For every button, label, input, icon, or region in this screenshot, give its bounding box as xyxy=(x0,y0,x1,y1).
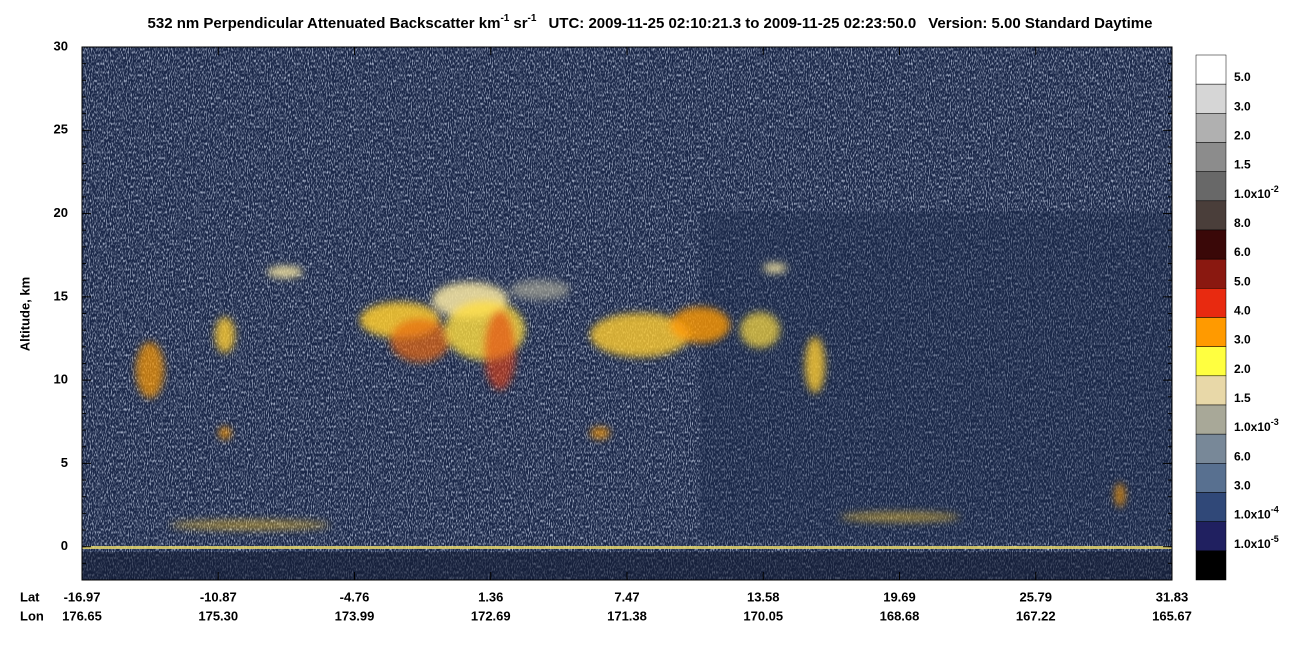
colorbar-label: 1.0x10-5 xyxy=(1234,534,1279,551)
x-row-label: Lat xyxy=(20,589,40,604)
title-version: Version: 5.00 Standard Daytime xyxy=(928,15,1152,32)
colorbar-label-text: 1.0x10 xyxy=(1234,508,1271,522)
x-tick-label: 168.68 xyxy=(880,608,920,623)
x-tick-label: -16.97 xyxy=(64,589,101,604)
colorbar-label: 6.0 xyxy=(1234,450,1251,464)
x-tick-label: 175.30 xyxy=(198,608,238,623)
title-text: 532 nm Perpendicular Attenuated Backscat… xyxy=(148,15,501,32)
colorbar-label-text: 2.0 xyxy=(1234,129,1251,143)
x-tick-label: 173.99 xyxy=(335,608,375,623)
colorbar-label: 1.0x10-4 xyxy=(1234,505,1279,522)
y-tick-label: 30 xyxy=(54,38,68,53)
y-tick-label: 20 xyxy=(54,205,68,220)
colorbar-swatch xyxy=(1195,375,1227,406)
colorbar-swatch xyxy=(1195,346,1227,377)
colorbar-label-text: 5.0 xyxy=(1234,70,1251,84)
colorbar-swatch xyxy=(1195,433,1227,464)
title-sup: -1 xyxy=(528,13,537,24)
colorbar-swatch xyxy=(1195,521,1227,552)
colorbar-label: 6.0 xyxy=(1234,245,1251,259)
title-sup: -1 xyxy=(500,13,509,24)
x-tick-label: -4.76 xyxy=(340,589,370,604)
colorbar-label: 3.0 xyxy=(1234,100,1251,114)
colorbar-swatch xyxy=(1195,317,1227,347)
y-axis-label: Altitude, km xyxy=(17,277,32,351)
colorbar-label-text: 3.0 xyxy=(1234,100,1251,114)
colorbar-label-exp: -2 xyxy=(1271,184,1279,194)
colorbar-label: 1.0x10-3 xyxy=(1234,418,1279,435)
colorbar-label-text: 1.0x10 xyxy=(1234,420,1271,434)
noise xyxy=(82,47,1172,580)
colorbar-label-text: 3.0 xyxy=(1234,479,1251,493)
y-tick-label: 5 xyxy=(61,455,68,470)
x-tick-label: 1.36 xyxy=(478,589,503,604)
chart-title: 532 nm Perpendicular Attenuated Backscat… xyxy=(148,13,1153,32)
x-tick-label: 170.05 xyxy=(743,608,783,623)
x-tick-label: 165.67 xyxy=(1152,608,1192,623)
surface xyxy=(82,546,1172,549)
colorbar-swatch xyxy=(1195,171,1227,202)
colorbar-swatch xyxy=(1195,142,1227,172)
colorbar-swatch xyxy=(1195,550,1227,581)
x-tick-label: 25.79 xyxy=(1019,589,1052,604)
colorbar-label: 1.5 xyxy=(1234,391,1251,405)
x-tick-label: 7.47 xyxy=(614,589,639,604)
y-tick-label: 25 xyxy=(54,122,68,137)
y-tick-label: 0 xyxy=(61,538,68,553)
title-unit: sr xyxy=(513,15,527,32)
title-utc: UTC: 2009-11-25 02:10:21.3 to 2009-11-25… xyxy=(548,15,916,32)
colorbar-label-exp: -3 xyxy=(1271,418,1279,428)
colorbar-label: 3.0 xyxy=(1234,479,1251,493)
colorbar-label: 2.0 xyxy=(1234,129,1251,143)
colorbar-label-text: 1.5 xyxy=(1234,391,1251,405)
colorbar-label: 1.5 xyxy=(1234,158,1251,172)
x-tick-label: 176.65 xyxy=(62,608,102,623)
colorbar-label-text: 1.0x10 xyxy=(1234,187,1271,201)
colorbar-swatch xyxy=(1195,54,1227,85)
colorbar-label-text: 4.0 xyxy=(1234,304,1251,318)
y-tick-label: 15 xyxy=(54,288,68,303)
colorbar-swatch xyxy=(1195,258,1227,289)
colorbar-label-text: 5.0 xyxy=(1234,275,1251,289)
x-tick-label: 19.69 xyxy=(883,589,916,604)
colorbar-swatch xyxy=(1195,200,1227,231)
shade xyxy=(700,212,1172,542)
colorbar-label: 4.0 xyxy=(1234,304,1251,318)
colorbar-label-text: 1.5 xyxy=(1234,158,1251,172)
x-row-label: Lon xyxy=(20,608,44,623)
clouds xyxy=(136,263,1125,530)
colorbar-label-text: 8.0 xyxy=(1234,216,1251,230)
x-tick-label: 13.58 xyxy=(747,589,780,604)
colorbar-label: 2.0 xyxy=(1234,362,1251,376)
colorbar-label: 5.0 xyxy=(1234,275,1251,289)
colorbar-swatch xyxy=(1195,492,1227,522)
x-tick-label: 31.83 xyxy=(1156,589,1189,604)
curtain xyxy=(82,47,1172,580)
colorbar-label-text: 6.0 xyxy=(1234,450,1251,464)
colorbar-swatch xyxy=(1195,229,1227,260)
colorbar-label: 5.0 xyxy=(1234,70,1251,84)
colorbar-label-text: 1.0x10 xyxy=(1234,537,1271,551)
x-tick-label: -10.87 xyxy=(200,589,237,604)
x-tick-label: 172.69 xyxy=(471,608,511,623)
colorbar-swatch xyxy=(1195,404,1227,435)
x-tick-label: 167.22 xyxy=(1016,608,1056,623)
colorbar-label-text: 6.0 xyxy=(1234,245,1251,259)
colorbar-label-text: 3.0 xyxy=(1234,333,1251,347)
colorbar-label: 3.0 xyxy=(1234,333,1251,347)
y-tick-label: 10 xyxy=(54,372,68,387)
colorbar-swatch xyxy=(1195,113,1227,143)
colorbar-label-exp: -5 xyxy=(1271,534,1279,544)
colorbar-label: 1.0x10-2 xyxy=(1234,184,1279,201)
x-tick-label: 171.38 xyxy=(607,608,647,623)
colorbar-label-text: 2.0 xyxy=(1234,362,1251,376)
colorbar-label-exp: -4 xyxy=(1271,505,1279,515)
colorbar-swatch xyxy=(1195,83,1227,114)
colorbar-label: 8.0 xyxy=(1234,216,1251,230)
colorbar-swatch xyxy=(1195,288,1227,318)
colorbar-swatch xyxy=(1195,463,1227,493)
